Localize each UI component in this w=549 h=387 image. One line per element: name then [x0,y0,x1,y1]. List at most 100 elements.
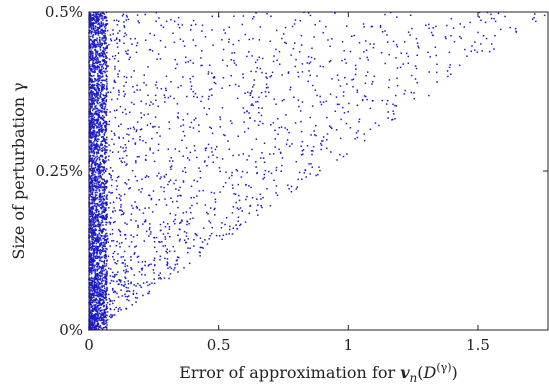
data-point [95,88,97,91]
data-point [93,229,96,232]
data-point [395,105,398,107]
data-point [202,227,205,229]
data-point [91,183,94,186]
data-point [90,297,92,299]
data-point [91,169,94,172]
data-point [89,23,92,26]
data-point [96,51,98,54]
data-point [98,292,101,295]
data-point [182,40,185,42]
data-point [297,75,300,78]
data-point [159,58,162,60]
data-point [190,29,192,31]
data-point [127,140,130,142]
data-point [113,276,115,278]
data-point [88,16,91,19]
data-point [387,117,389,119]
data-point [100,22,103,24]
data-point [91,87,93,89]
data-point [269,40,272,42]
data-point [101,15,103,17]
data-point [93,131,96,133]
data-point [94,304,96,307]
data-point [173,41,176,44]
data-point [291,25,294,28]
data-point [101,243,103,246]
data-point [91,104,94,106]
data-point [385,103,388,105]
data-point [264,169,267,172]
data-point [96,152,99,154]
data-point [195,233,197,236]
data-point [101,154,104,157]
data-point [96,225,98,227]
data-point [117,75,119,78]
data-point [95,16,98,18]
data-point [89,320,91,322]
data-point [118,193,121,196]
data-point [101,104,104,106]
data-point [95,31,97,34]
data-point [210,88,213,90]
data-point [90,163,93,166]
data-point [103,31,105,34]
data-point [116,260,119,262]
data-point [95,50,98,52]
data-point [225,233,228,236]
data-point [88,76,91,79]
data-point [91,209,93,211]
data-point [119,281,122,283]
data-point [99,316,101,319]
data-point [89,269,91,271]
data-point [92,28,95,31]
data-point [102,178,104,181]
data-point [90,118,93,121]
data-point [91,319,93,322]
data-point [160,278,162,280]
data-point [248,38,251,41]
data-point [95,294,98,296]
data-point [384,30,386,32]
data-point [93,58,96,60]
data-point [119,199,122,201]
data-point [99,55,101,58]
data-point [93,129,95,132]
data-point [184,171,187,174]
data-point [96,320,99,322]
data-point [89,271,91,274]
data-point [96,169,99,171]
data-point [124,108,127,111]
data-point [102,273,104,275]
data-point [113,19,115,22]
data-point [116,185,119,187]
data-point [99,234,101,236]
data-point [159,276,161,279]
data-point [242,107,245,109]
data-point [95,79,98,82]
data-point [425,24,427,27]
data-point [128,245,131,248]
data-point [97,87,99,89]
data-point [282,33,285,35]
x-axis-label-D: D [423,363,437,382]
data-point [239,224,241,227]
data-point [104,157,107,159]
data-point [98,267,100,270]
data-point [96,26,99,29]
data-point [90,49,92,51]
data-point [108,221,110,223]
data-point [93,296,95,299]
data-point [101,173,104,176]
data-point [111,55,114,58]
data-point [174,148,177,150]
data-point [96,146,98,148]
data-point [97,113,100,116]
data-point [90,206,92,209]
data-point [99,144,102,147]
data-point [93,289,95,292]
data-point [99,43,101,46]
data-point [96,178,99,181]
data-point [414,78,417,80]
data-point [91,17,94,19]
data-point [104,71,106,74]
